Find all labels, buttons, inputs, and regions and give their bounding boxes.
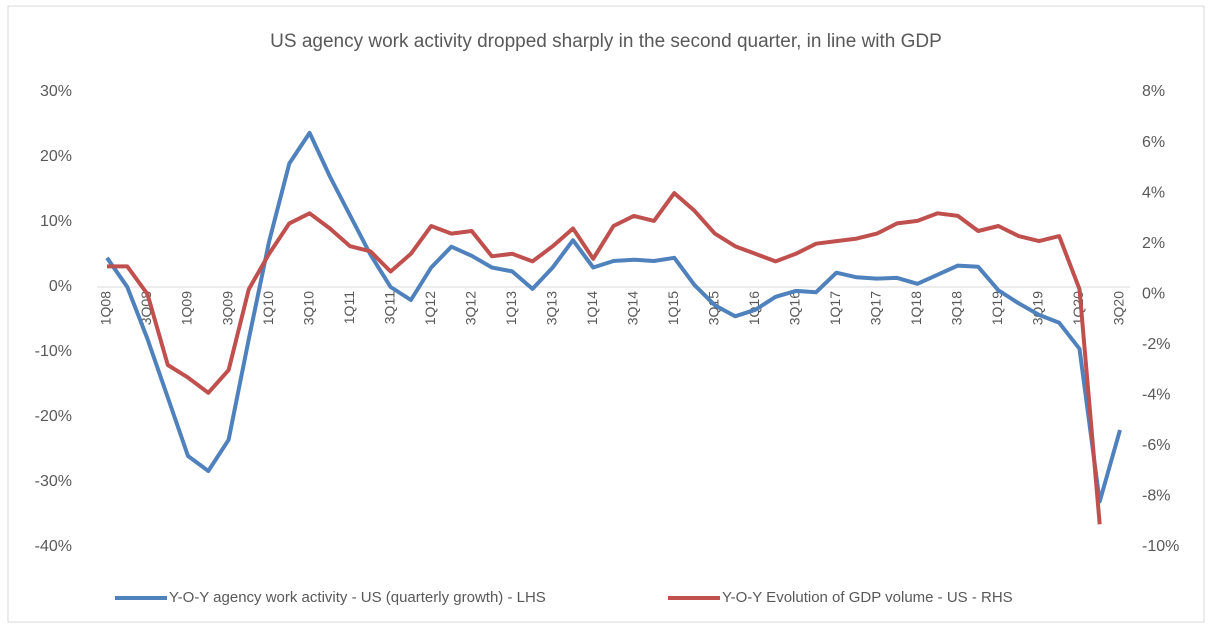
x-tick-label: 1Q15 — [665, 291, 681, 325]
y-tick-label: 10% — [40, 213, 72, 230]
y-tick-label: 0% — [49, 278, 72, 295]
series-line — [107, 191, 1102, 525]
y2-tick-label: -6% — [1142, 437, 1170, 454]
x-tick-label: 3Q20 — [1111, 291, 1127, 325]
x-tick-label: 1Q10 — [260, 291, 276, 325]
x-tick-label: 1Q18 — [908, 291, 924, 325]
x-tick-label: 3Q17 — [868, 291, 884, 325]
y2-tick-label: -10% — [1142, 538, 1179, 555]
x-tick-label: 1Q14 — [584, 291, 600, 325]
x-tick-label: 1Q16 — [746, 291, 762, 325]
x-tick-label: 3Q14 — [624, 291, 640, 325]
x-tick-label: 3Q13 — [543, 291, 559, 325]
x-tick-label: 1Q09 — [179, 291, 195, 325]
x-tick-label: 1Q12 — [422, 291, 438, 325]
x-tick-label: 3Q18 — [949, 291, 965, 325]
y2-tick-label: 6% — [1142, 134, 1165, 151]
y-tick-label: -40% — [35, 538, 72, 555]
y-tick-label: -20% — [35, 408, 72, 425]
y2-tick-label: -2% — [1142, 336, 1170, 353]
x-tick-label: 3Q10 — [300, 291, 316, 325]
x-tick-label: 3Q11 — [381, 291, 397, 324]
y2-tick-label: 0% — [1142, 285, 1165, 302]
x-tick-label: 1Q11 — [341, 291, 357, 324]
y2-tick-label: 8% — [1142, 83, 1165, 100]
y2-tick-label: 2% — [1142, 235, 1165, 252]
x-tick-label: 1Q17 — [827, 291, 843, 325]
x-tick-label: 3Q09 — [219, 291, 235, 325]
y-tick-label: 20% — [40, 148, 72, 165]
y2-tick-label: -8% — [1142, 488, 1170, 505]
x-tick-label: 3Q12 — [462, 291, 478, 325]
x-tick-label: 1Q08 — [98, 291, 114, 325]
series-line — [105, 130, 1122, 504]
x-tick-label: 3Q16 — [787, 291, 803, 325]
legend-label: Y-O-Y agency work activity - US (quarter… — [169, 589, 546, 606]
legend-label: Y-O-Y Evolution of GDP volume - US - RHS — [722, 589, 1013, 606]
y-tick-label: 30% — [40, 83, 72, 100]
x-tick-label: 1Q13 — [503, 291, 519, 325]
y2-tick-label: -4% — [1142, 387, 1170, 404]
chart-border — [7, 5, 1205, 623]
y-tick-label: -30% — [35, 473, 72, 490]
chart-title: US agency work activity dropped sharply … — [270, 31, 942, 52]
y-tick-label: -10% — [35, 343, 72, 360]
x-tick-label: 1Q19 — [989, 291, 1005, 325]
y2-tick-label: 4% — [1142, 184, 1165, 201]
x-tick-label: 3Q19 — [1030, 291, 1046, 325]
